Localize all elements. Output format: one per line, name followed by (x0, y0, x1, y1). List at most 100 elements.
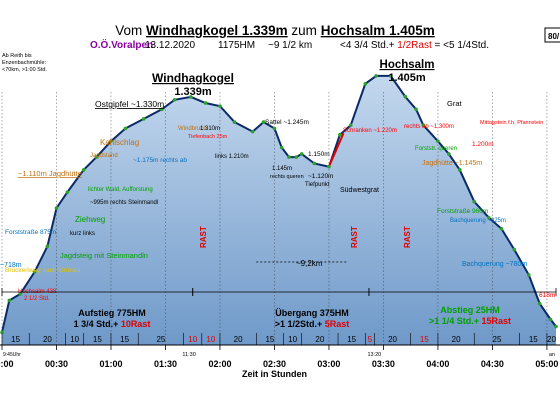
time-tick-label: 02:30 (263, 359, 286, 369)
interval-minutes-label: 10 (288, 335, 297, 344)
annotation-m1150: 1.150m (308, 151, 330, 158)
annotation-std212: 2 1/2 Std. (24, 296, 50, 302)
interval-minutes-label: 15 (120, 335, 129, 344)
annotation-grat: Grat (447, 99, 463, 108)
annotation-m1200: 1.200m (472, 141, 494, 148)
data-point (447, 152, 451, 156)
interval-minutes-label: 20 (452, 335, 461, 344)
interval-minutes-label: 20 (388, 335, 397, 344)
section-abstieg-time: >1 1/4 Std.+ 15Rast (429, 316, 511, 326)
data-point (388, 74, 393, 78)
title-prefix: Vom (115, 23, 146, 38)
corner-box-text: 80/ (548, 32, 560, 41)
annotation-m1145: 1.145m (272, 166, 292, 172)
annotation-lichter-wald: lichter Wald, Aufforstung (88, 187, 153, 193)
interval-minutes-label: 10 (206, 335, 215, 344)
annotation-tiefpunkt: Tiefpunkt (305, 182, 330, 188)
data-point (172, 97, 177, 102)
data-point (472, 199, 477, 204)
time-tick-label: 01:30 (154, 359, 177, 369)
data-point (250, 129, 255, 134)
annotation-windbruch: Windbruch (178, 126, 207, 132)
data-point (338, 133, 342, 137)
data-point (0, 330, 4, 335)
aufstieg-time: 1 3/4 Std.+ (74, 319, 119, 329)
data-point (261, 120, 266, 124)
profile-area (2, 75, 556, 346)
time-tick-label: 02:00 (208, 359, 231, 369)
interval-minutes-label: 25 (493, 335, 502, 344)
data-point (272, 126, 277, 131)
annotation-sattel: Sattel ~1.245m (265, 119, 309, 126)
annotation-forststrasse1: Forststraße 875m (5, 229, 56, 236)
data-point (348, 123, 353, 128)
data-point (548, 317, 553, 322)
annotation-forststr-queren: Forststr. queren (415, 146, 457, 152)
time-tick-label: 05:00 (535, 359, 558, 369)
annotation-rechts-ab: ~1.175m rechts ab (133, 157, 187, 164)
time-tick-label: 00:30 (45, 359, 68, 369)
data-point (457, 168, 462, 172)
data-point (279, 145, 284, 150)
annotation-brueckerlweg: Brückerlweg nach Grünau (5, 267, 81, 274)
data-point (287, 155, 291, 159)
header-gain: 1175HM (218, 40, 255, 51)
data-point (414, 107, 418, 112)
annotation-bachquerung780: Bachquerung ~780m (462, 261, 527, 268)
aufstieg-rest: 10Rast (118, 319, 150, 329)
peak2-name: Hochsalm (380, 59, 435, 71)
time-tick-label: 01:00 (99, 359, 122, 369)
annotation-distance-mid: ~9,2km (296, 259, 323, 268)
data-point (512, 247, 517, 252)
annotation-jagdhuette1: ~1.110m Jagdhütte (18, 169, 82, 178)
uebergang-time: >1 1/2Std.+ (275, 319, 323, 329)
side-note-line-3: <70km, >1:00 Std. (2, 67, 47, 73)
start-time-mark: 9:45Uhr (3, 352, 21, 358)
rast-label-1: RAST (199, 226, 208, 248)
data-point (374, 74, 378, 78)
data-point (436, 139, 440, 143)
saddle-red-segment (328, 132, 345, 168)
data-point (203, 101, 208, 105)
annotation-ziehweg: Ziehweg (75, 215, 105, 224)
data-point (299, 152, 304, 156)
data-point (109, 139, 113, 143)
data-point (189, 95, 193, 99)
annotations: Ostgipfel ~1.330m Windbruch Kahlschlag Jagd… (0, 99, 555, 302)
interval-minutes-label: 15 (529, 335, 538, 344)
section-abstieg-title: Abstieg 25HM (440, 305, 500, 315)
interval-minutes-label: 15 (93, 335, 102, 344)
plot-area (0, 74, 558, 346)
annotation-m1310: 1.310m (200, 126, 220, 132)
data-point (32, 269, 37, 274)
profile-line (1, 74, 557, 333)
data-point (54, 206, 59, 210)
time-axis-background (0, 345, 560, 387)
interval-minutes-label: 10 (188, 335, 197, 344)
annotation-p718: ~718m (0, 262, 22, 269)
title-mid: zum (288, 23, 321, 38)
data-point (218, 104, 222, 108)
title-peak2: Hochsalm 1.405m (321, 23, 435, 38)
time-tick-label: 03:00 (317, 359, 340, 369)
section-labels: Aufstieg 775HM 1 3/4 Std.+ 10Rast Überga… (74, 305, 511, 329)
annotation-m1120: ~1.120m (308, 173, 333, 180)
data-point (45, 244, 50, 249)
side-note-line-2: Enzenbachmühle: (2, 60, 47, 66)
data-point (363, 82, 368, 86)
data-point (499, 226, 504, 231)
interval-minutes-label: 15 (11, 335, 20, 344)
data-point (294, 155, 299, 159)
time-mark-1320: 13:20 (367, 352, 381, 358)
interval-minutes-label: 20 (43, 335, 52, 344)
side-note: Ab Reith bis Enzenbachmühle: <70km, >1:0… (2, 53, 47, 73)
annotation-kurz-links: kurz links (70, 231, 95, 237)
corner-box (544, 27, 560, 43)
header-distance: ~9 1/2 km (268, 40, 312, 51)
chart-title: Vom Windhagkogel 1.339m zum Hochsalm 1.4… (115, 23, 435, 38)
uebergang-rest: 5Rast (322, 319, 349, 329)
time-tick-label: 00:00 (0, 359, 14, 369)
annotation-links1210: links 1.210m (215, 154, 249, 160)
peak1-name: Windhagkogel (152, 71, 234, 85)
